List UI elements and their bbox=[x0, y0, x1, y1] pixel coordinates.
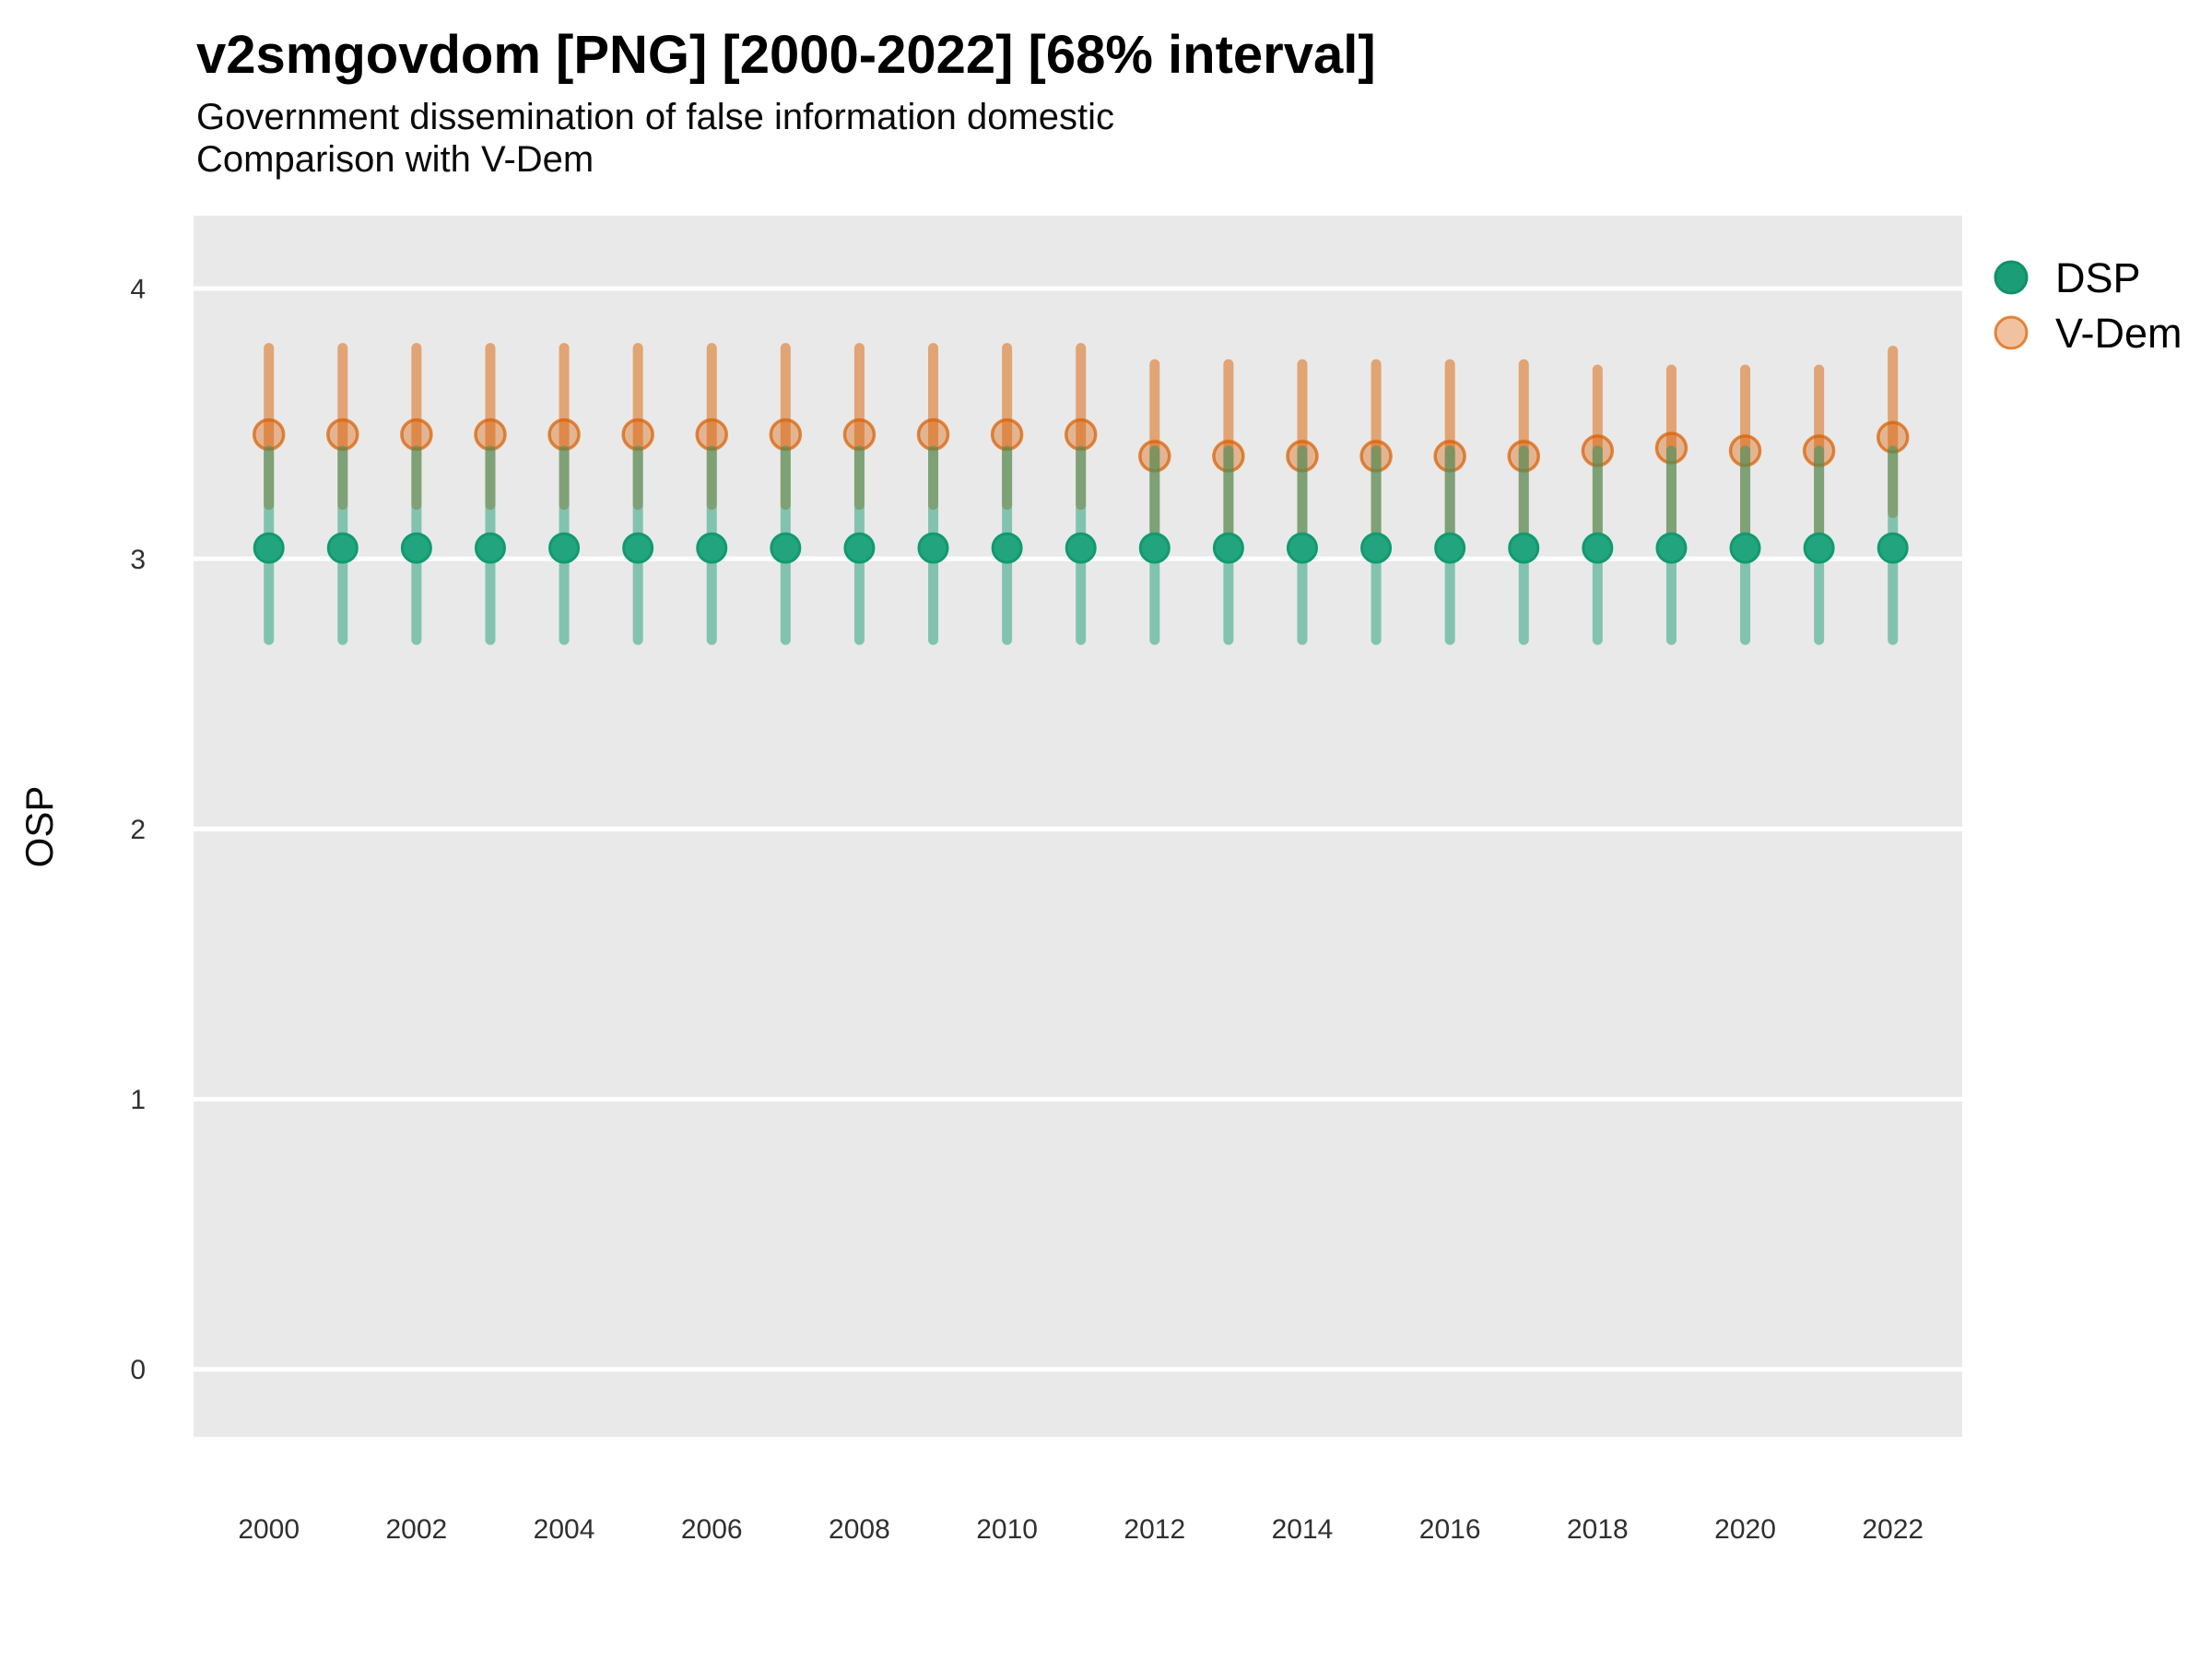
x-tick-label-2020: 2020 bbox=[1714, 1514, 1776, 1545]
year-group-2022 bbox=[1876, 346, 1910, 645]
y-axis-title: OSP bbox=[18, 786, 61, 868]
year-group-2021 bbox=[1802, 364, 1836, 645]
year-group-2002 bbox=[400, 343, 433, 645]
year-group-2015 bbox=[1359, 359, 1393, 645]
vdem-point-2007 bbox=[769, 418, 803, 452]
vdem-point-2003 bbox=[474, 418, 507, 452]
dsp-point-2021 bbox=[1803, 532, 1835, 564]
x-tick-label-2012: 2012 bbox=[1124, 1514, 1185, 1545]
x-tick-label-2004: 2004 bbox=[534, 1514, 595, 1545]
legend-dsp-marker-icon bbox=[1994, 260, 2029, 295]
legend-vdem-label: V-Dem bbox=[2055, 310, 2183, 357]
dsp-point-2011 bbox=[1065, 532, 1097, 564]
dsp-point-2015 bbox=[1360, 532, 1393, 564]
dsp-point-2016 bbox=[1434, 532, 1466, 564]
dsp-point-2017 bbox=[1508, 532, 1540, 564]
year-group-2010 bbox=[990, 343, 1024, 645]
x-tick-label-2018: 2018 bbox=[1567, 1514, 1629, 1545]
x-tick-label-2000: 2000 bbox=[238, 1514, 300, 1545]
dsp-point-2018 bbox=[1582, 532, 1614, 564]
year-group-2014 bbox=[1286, 359, 1319, 645]
vdem-point-2006 bbox=[695, 418, 728, 452]
x-tick-label-2014: 2014 bbox=[1272, 1514, 1334, 1545]
year-group-2017 bbox=[1507, 359, 1541, 645]
legend-dsp-label: DSP bbox=[2055, 254, 2141, 301]
y-tick-label-2: 2 bbox=[130, 815, 146, 845]
year-group-2011 bbox=[1064, 343, 1098, 645]
chart-subtitle-line2: Comparison with V-Dem bbox=[196, 139, 594, 180]
vdem-point-2009 bbox=[916, 418, 950, 452]
year-group-2009 bbox=[916, 343, 950, 645]
dsp-point-2010 bbox=[991, 532, 1023, 564]
dsp-point-2014 bbox=[1286, 532, 1318, 564]
dsp-point-2008 bbox=[843, 532, 876, 564]
dsp-point-2002 bbox=[400, 532, 432, 564]
vdem-point-2010 bbox=[990, 418, 1024, 452]
x-tick-label-2010: 2010 bbox=[976, 1514, 1038, 1545]
dsp-point-2013 bbox=[1212, 532, 1244, 564]
year-group-2019 bbox=[1654, 364, 1688, 645]
year-group-2016 bbox=[1433, 359, 1466, 645]
y-tick-label-1: 1 bbox=[130, 1085, 146, 1115]
year-group-2018 bbox=[1581, 364, 1615, 645]
dsp-point-2000 bbox=[253, 532, 285, 564]
year-group-2020 bbox=[1728, 364, 1762, 645]
legend: DSP V-Dem bbox=[1994, 254, 2183, 357]
vdem-point-2008 bbox=[842, 418, 877, 452]
year-group-2005 bbox=[621, 343, 654, 645]
dsp-point-2003 bbox=[474, 532, 506, 564]
axis-ticks: 4 3 2 1 0 2000 2002 2004 2006 2008 2010 2012 2014 201… bbox=[130, 275, 1924, 1545]
dsp-point-2001 bbox=[326, 532, 359, 564]
dsp-point-2004 bbox=[548, 532, 581, 564]
x-tick-label-2008: 2008 bbox=[829, 1514, 890, 1545]
dsp-point-2022 bbox=[1877, 532, 1909, 564]
year-group-2013 bbox=[1212, 359, 1245, 645]
year-group-2006 bbox=[695, 343, 728, 645]
vdem-point-2001 bbox=[326, 418, 359, 452]
y-tick-label-4: 4 bbox=[130, 275, 146, 305]
year-group-2000 bbox=[252, 343, 286, 645]
dsp-point-2007 bbox=[770, 532, 802, 564]
year-group-2003 bbox=[474, 343, 507, 645]
x-tick-label-2016: 2016 bbox=[1419, 1514, 1481, 1545]
vdem-point-2005 bbox=[621, 418, 654, 452]
year-group-2004 bbox=[547, 343, 581, 645]
dsp-point-2019 bbox=[1655, 532, 1688, 564]
x-tick-label-2022: 2022 bbox=[1862, 1514, 1924, 1545]
legend-vdem-marker-icon bbox=[1994, 315, 2029, 350]
x-tick-label-2006: 2006 bbox=[681, 1514, 743, 1545]
dsp-point-2020 bbox=[1729, 532, 1761, 564]
x-tick-label-2002: 2002 bbox=[386, 1514, 448, 1545]
dsp-point-2005 bbox=[622, 532, 654, 564]
vdem-point-2000 bbox=[252, 418, 286, 452]
vdem-point-2004 bbox=[547, 418, 581, 452]
series-marks bbox=[252, 343, 1910, 645]
year-group-2001 bbox=[326, 343, 359, 645]
dsp-point-2012 bbox=[1138, 532, 1171, 564]
year-group-2007 bbox=[769, 343, 803, 645]
chart-title: v2smgovdom [PNG] [2000-2022] [68% interv… bbox=[196, 25, 1376, 85]
year-group-2012 bbox=[1138, 359, 1171, 645]
dsp-point-2006 bbox=[696, 532, 728, 564]
y-tick-label-3: 3 bbox=[130, 545, 146, 575]
vdem-point-2011 bbox=[1064, 418, 1098, 452]
vdem-point-2002 bbox=[400, 418, 433, 452]
year-group-2008 bbox=[842, 343, 877, 645]
chart-subtitle-line1: Government dissemination of false inform… bbox=[196, 97, 1114, 137]
y-tick-label-0: 0 bbox=[130, 1355, 146, 1385]
dsp-point-2009 bbox=[917, 532, 949, 564]
